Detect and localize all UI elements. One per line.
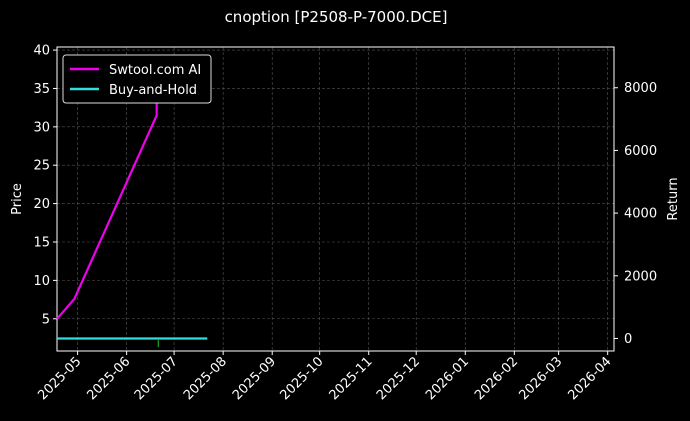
y-axis-right: 0 2000 4000 6000 8000 [614, 81, 657, 347]
y-right-tick-label: 4000 [624, 207, 657, 222]
y-left-tick-label: 35 [33, 82, 50, 97]
y-axis-left: 5 10 15 20 25 30 35 40 [33, 44, 57, 327]
y-left-tick-label: 15 [33, 235, 50, 250]
y-axis-left-title: Price [10, 183, 25, 215]
y-right-tick-label: 0 [624, 332, 632, 347]
y-left-tick-label: 20 [33, 197, 50, 212]
legend-box [62, 54, 212, 104]
y-right-tick-label: 2000 [624, 269, 657, 284]
y-left-tick-label: 10 [33, 274, 50, 289]
legend: Swtool.com AI Buy-and-Hold [62, 54, 212, 104]
y-axis-right-title: Return [666, 177, 681, 220]
plot-frame [56, 46, 615, 352]
y-left-tick-label: 30 [33, 120, 50, 135]
legend-label-buy-and-hold: Buy-and-Hold [109, 83, 197, 98]
y-left-tick-label: 5 [42, 312, 50, 327]
y-right-tick-label: 6000 [624, 144, 657, 159]
chart-title: cnoption [P2508-P-7000.DCE] [225, 8, 448, 26]
y-right-tick-label: 8000 [624, 81, 657, 96]
y-left-tick-label: 25 [33, 159, 50, 174]
y-left-tick-label: 40 [33, 44, 50, 59]
legend-label-swtool: Swtool.com AI [109, 63, 201, 78]
